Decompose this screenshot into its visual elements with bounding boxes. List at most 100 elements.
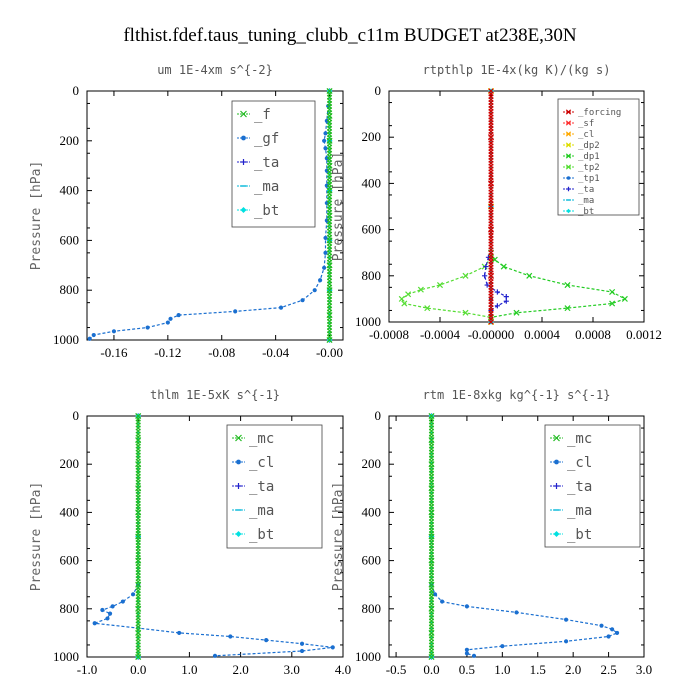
- data-point: [417, 286, 424, 293]
- data-point: [609, 300, 616, 307]
- legend-label: _dp2: [578, 141, 600, 151]
- y-tick-label: 0: [375, 408, 382, 423]
- data-point: [484, 282, 490, 288]
- legend-label: _tp2: [578, 163, 600, 173]
- x-tick-label: -1.0: [77, 662, 98, 677]
- x-tick-label: -0.0004: [420, 327, 461, 342]
- y-tick-label: 600: [362, 553, 382, 568]
- legend-label: _cl: [249, 455, 274, 471]
- legend-label: _ta: [567, 479, 592, 495]
- legend-label: _forcing: [578, 108, 621, 118]
- x-tick-label: 0.0: [130, 662, 146, 677]
- y-axis-label: Pressure [hPa]: [29, 482, 44, 592]
- y-tick-label: 200: [362, 129, 382, 144]
- data-point: [323, 146, 328, 151]
- zero-profile-markers: [428, 413, 435, 660]
- panel-title: rtpthlp 1E-4x(kg K)/(kg s): [423, 63, 611, 77]
- legend-marker: [240, 159, 247, 165]
- y-tick-label: 600: [60, 553, 80, 568]
- y-tick-label: 800: [362, 601, 382, 616]
- y-tick-label: 1000: [53, 649, 79, 664]
- x-tick-label: -0.00000: [468, 327, 515, 342]
- legend-label: _dp1: [578, 152, 600, 162]
- data-point: [494, 303, 500, 309]
- legend-marker: [553, 483, 560, 489]
- legend-marker: [565, 164, 572, 170]
- data-point: [300, 298, 305, 303]
- legend-marker: [566, 176, 571, 180]
- y-axis-label: Pressure [hPa]: [331, 152, 346, 262]
- data-point: [105, 616, 110, 621]
- legend-label: _ma: [249, 503, 274, 519]
- series-dp1: [487, 249, 628, 321]
- x-tick-label: 1.5: [530, 662, 546, 677]
- legend-marker: [235, 483, 242, 489]
- legend-label: _ta: [249, 479, 274, 495]
- data-point: [564, 639, 569, 644]
- data-point: [564, 282, 571, 289]
- data-point: [212, 653, 218, 658]
- figure-title: flthist.fdef.taus_tuning_clubb_c11m BUDG…: [123, 25, 577, 46]
- x-tick-label: -0.12: [154, 345, 181, 360]
- y-tick-label: 0: [73, 408, 80, 423]
- profile-marker: [326, 337, 333, 343]
- data-point: [513, 309, 520, 316]
- data-point: [168, 316, 173, 321]
- legend-marker: [565, 120, 572, 126]
- legend-marker: [565, 131, 572, 137]
- y-tick-label: 400: [60, 183, 80, 198]
- x-tick-label: -0.0008: [369, 327, 409, 342]
- profile-marker: [428, 654, 435, 660]
- x-tick-label: 2.0: [565, 662, 581, 677]
- legend: _mc _cl _ta _ma _bt: [544, 424, 641, 548]
- data-point: [228, 634, 233, 639]
- data-point: [323, 131, 328, 136]
- data-point: [312, 288, 317, 293]
- x-tick-label: 2.0: [232, 662, 248, 677]
- data-point: [424, 305, 431, 312]
- y-axis-label: Pressure [hPa]: [331, 482, 346, 592]
- data-point: [264, 638, 269, 643]
- legend-label: _bt: [249, 527, 274, 543]
- y-tick-label: 600: [362, 222, 382, 237]
- legend-label: _ta: [254, 155, 279, 171]
- data-point: [318, 278, 323, 283]
- data-point: [609, 288, 616, 295]
- data-point: [176, 313, 181, 318]
- y-tick-label: 400: [362, 504, 382, 519]
- data-point: [440, 599, 445, 604]
- legend-marker: [565, 109, 572, 115]
- x-tick-label: -0.16: [100, 345, 128, 360]
- data-point: [599, 623, 604, 628]
- data-point: [500, 263, 507, 270]
- profile-marker: [135, 654, 141, 660]
- y-tick-label: 0: [73, 83, 80, 98]
- x-tick-label: 0.5: [459, 662, 475, 677]
- y-tick-label: 600: [60, 232, 80, 247]
- data-point: [464, 651, 469, 656]
- data-point: [107, 611, 113, 616]
- legend-label: _mc: [567, 431, 592, 447]
- legend-label: _cl: [567, 455, 592, 471]
- series-cl: [92, 582, 335, 658]
- data-point: [462, 272, 469, 279]
- x-tick-label: 4.0: [335, 662, 351, 677]
- data-point: [401, 300, 408, 307]
- y-tick-label: 200: [60, 133, 80, 148]
- data-point: [436, 282, 444, 289]
- plot-frame: [388, 415, 645, 658]
- series-line: [490, 252, 627, 318]
- data-point: [503, 293, 509, 300]
- panel-rtm: rtm 1E-8xkg kg^{-1} s^{-1} Pressure [hPa]…: [331, 388, 652, 677]
- data-point: [323, 250, 328, 255]
- y-tick-label: 0: [375, 83, 382, 98]
- x-tick-label: 3.0: [284, 662, 300, 677]
- panel-rtpthlp: rtpthlp 1E-4x(kg K)/(kg s) Pressure [hPa]…: [331, 63, 662, 342]
- zero-profile-markers: [326, 88, 333, 343]
- series-line: [430, 584, 619, 657]
- zero-profile-markers: [135, 413, 141, 660]
- data-point: [405, 291, 412, 298]
- data-point: [323, 235, 328, 240]
- series-gf: [87, 103, 331, 341]
